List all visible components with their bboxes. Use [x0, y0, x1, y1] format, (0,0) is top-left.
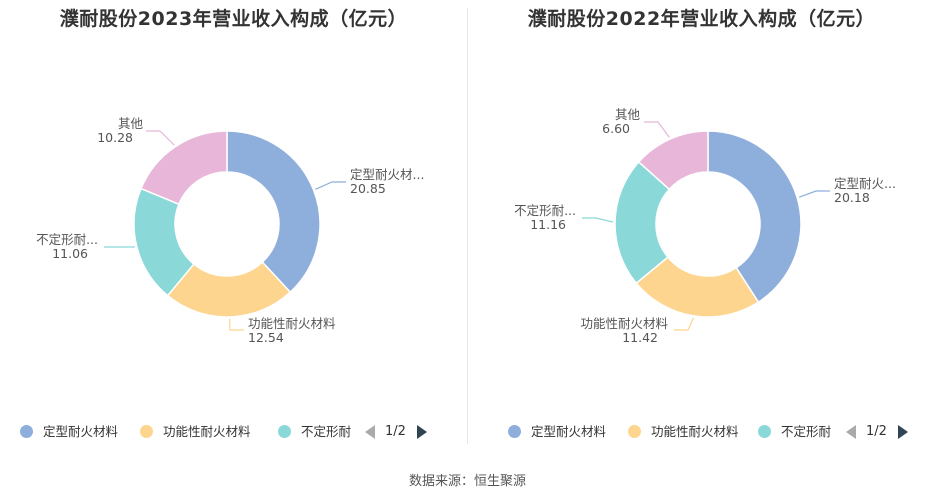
slice-label: 定型耐火...	[834, 176, 896, 191]
slice-value-label: 20.85	[350, 181, 386, 196]
next-page-icon[interactable]	[417, 425, 427, 439]
slice-value-label: 11.42	[622, 330, 658, 345]
slice-label: 定型耐火材...	[350, 167, 424, 182]
panel-divider	[467, 8, 468, 444]
leader-line	[315, 181, 346, 190]
leader-line	[644, 121, 670, 138]
chart-title: 濮耐股份2023年营业收入构成（亿元）	[59, 8, 408, 30]
donut-slice[interactable]	[637, 130, 709, 191]
legend-dot-icon	[20, 425, 33, 438]
legend-dot-icon	[508, 425, 521, 438]
chart-panel-2023: 濮耐股份2023年营业收入构成（亿元） 定型耐火材... 20.85 功能性耐火材料…	[0, 0, 467, 460]
donut-slice[interactable]	[707, 130, 802, 304]
legend-label: 功能性耐火材料	[163, 424, 251, 439]
legend-page-indicator: 1/2	[385, 424, 406, 439]
slice-label: 功能性耐火材料	[248, 316, 336, 331]
legend-item[interactable]: 不定形耐	[758, 422, 831, 442]
legend-item[interactable]: 不定形耐	[278, 422, 351, 442]
leader-line	[229, 318, 244, 331]
legend-dot-icon	[628, 425, 641, 438]
legend-dot-icon	[758, 425, 771, 438]
prev-page-icon[interactable]	[846, 425, 856, 439]
next-page-icon[interactable]	[898, 425, 908, 439]
chart-title: 濮耐股份2022年营业收入构成（亿元）	[527, 8, 876, 30]
legend-label: 不定形耐	[781, 424, 832, 439]
prev-page-icon[interactable]	[365, 425, 375, 439]
legend-dot-icon	[140, 425, 153, 438]
legend-item[interactable]: 功能性耐火材料	[628, 422, 739, 442]
chart-panel-2022: 濮耐股份2022年营业收入构成（亿元） 定型耐火... 20.18 功能性耐火材料 1…	[468, 0, 935, 460]
leader-line	[582, 217, 614, 223]
slice-value-label: 6.60	[602, 121, 630, 136]
slice-value-label: 11.06	[52, 246, 88, 261]
slice-label: 不定形耐...	[514, 203, 576, 218]
legend-label: 不定形耐	[301, 424, 352, 439]
slice-label: 功能性耐火材料	[580, 316, 668, 331]
donut-slice[interactable]	[226, 130, 321, 294]
legend-dot-icon	[278, 425, 291, 438]
slice-label: 不定形耐...	[36, 232, 98, 247]
legend-item[interactable]: 定型耐火材料	[20, 422, 118, 442]
legend-label: 定型耐火材料	[43, 424, 119, 439]
legend-item[interactable]: 功能性耐火材料	[140, 422, 251, 442]
slice-label: 其他	[118, 116, 144, 131]
leader-line	[674, 317, 694, 331]
leader-line	[798, 190, 830, 198]
legend-label: 功能性耐火材料	[651, 424, 739, 439]
slice-value-label: 10.28	[97, 130, 133, 145]
leader-line	[146, 130, 175, 146]
donut-slice[interactable]	[140, 130, 228, 206]
slice-value-label: 12.54	[248, 330, 284, 345]
slice-label: 其他	[615, 107, 641, 122]
data-source: 数据来源：恒生聚源	[408, 474, 526, 489]
slice-value-label: 20.18	[834, 190, 870, 205]
legend-item[interactable]: 定型耐火材料	[508, 422, 606, 442]
legend-label: 定型耐火材料	[531, 424, 607, 439]
slice-value-label: 11.16	[530, 217, 566, 232]
legend-page-indicator: 1/2	[866, 424, 887, 439]
